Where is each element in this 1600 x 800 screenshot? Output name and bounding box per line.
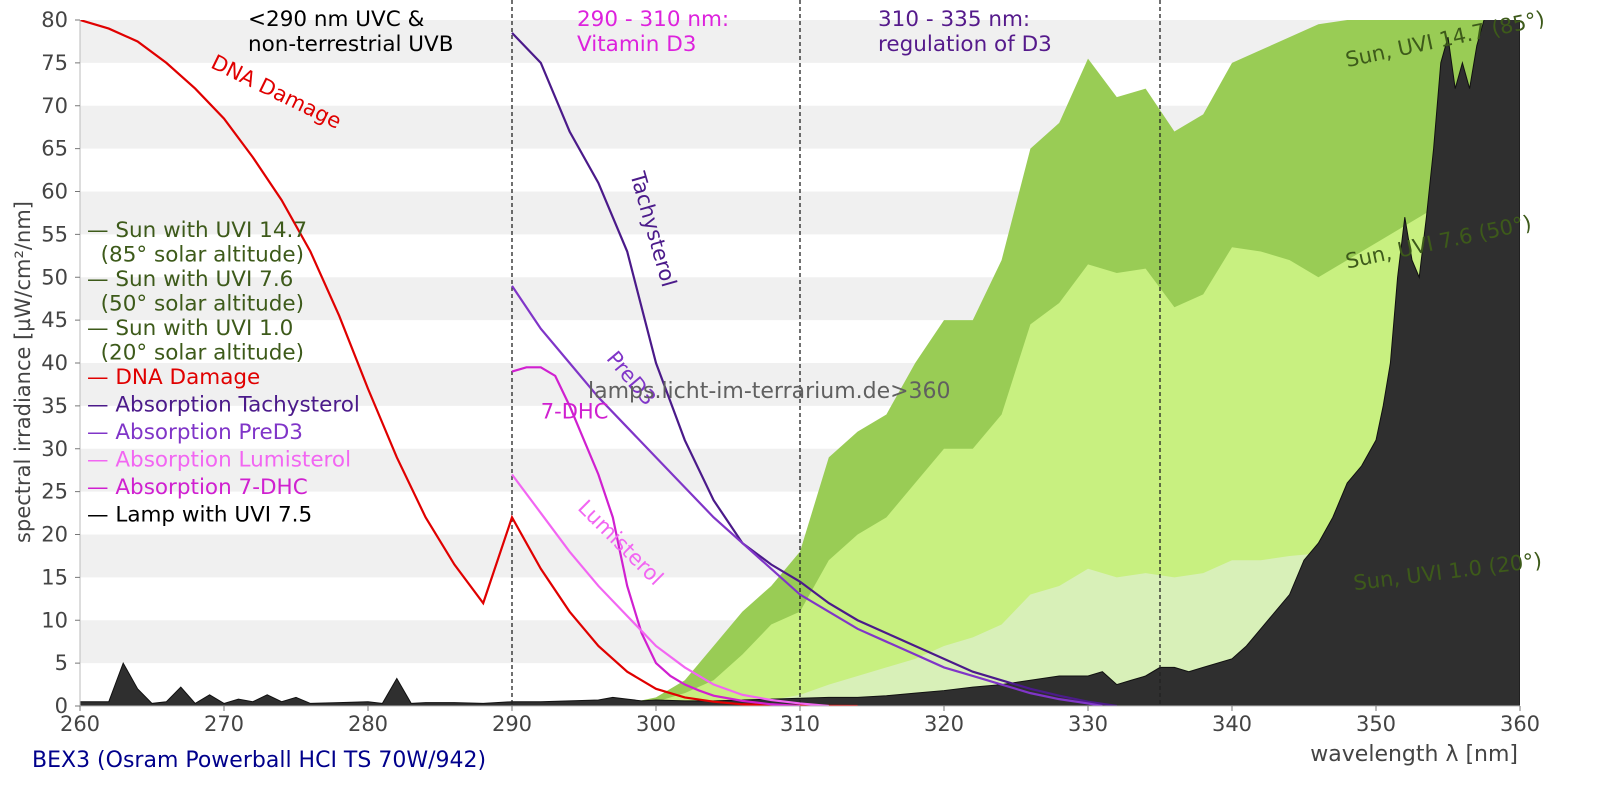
x-tick-label: 310 [780,712,820,736]
x-tick-label: 350 [1356,712,1396,736]
line-absorption-pred3 [511,285,1103,706]
y-tick-label: 60 [41,180,68,204]
y-tick-label: 5 [55,651,68,675]
y-tick-label: 10 [41,608,68,632]
x-tick-label: 320 [924,712,964,736]
y-tick-label: 30 [41,437,68,461]
y-tick-label: 55 [41,222,68,246]
legend-entry: (85° solar altitude) [87,243,304,268]
legend-entry: — Absorption PreD3 [87,420,303,445]
y-tick-label: 15 [41,565,68,589]
area-series [80,20,1520,706]
y-tick-label: 75 [41,51,68,75]
x-axis-label: wavelength λ [nm] [1310,742,1518,767]
y-tick-label: 45 [41,308,68,332]
legend-entry: — Absorption Tachysterol [87,393,360,418]
line-series [80,20,1117,706]
line-absorption-tachysterol [511,32,1117,706]
legend-entry: (50° solar altitude) [87,292,304,317]
annotation-7-dhc: 7-DHC [541,400,609,424]
region-label: <290 nm UVC & [248,7,425,32]
region-label: 290 - 310 nm: [577,7,729,32]
x-tick-label: 280 [348,712,388,736]
watermark: lamps.licht-im-terrarium.de>360 [588,379,951,404]
y-tick-label: 70 [41,94,68,118]
region-label: non-terrestrial UVB [248,32,454,57]
region-divider-lines [511,0,1161,706]
line-dna-damage [80,20,858,706]
x-tick-label: 260 [60,712,100,736]
region-label: Vitamin D3 [577,32,696,57]
x-tick-label: 270 [204,712,244,736]
x-tick-label: 300 [636,712,676,736]
region-labels: <290 nm UVC &non-terrestrial UVB 290 - 31… [248,7,1052,57]
legend: — Sun with UVI 14.7 (85° solar altitude)… [87,218,360,528]
x-tick-label: 340 [1212,712,1252,736]
x-tick-label: 330 [1068,712,1108,736]
y-axis-label: spectral irradiance [µW/cm²/nm] [11,201,35,543]
legend-entry: — Lamp with UVI 7.5 [87,503,312,528]
legend-entry: — Sun with UVI 14.7 [87,218,307,243]
y-tick-label: 50 [41,265,68,289]
region-label: 310 - 335 nm: [878,7,1030,32]
legend-entry: (20° solar altitude) [87,341,304,366]
x-tick-label: 290 [492,712,532,736]
line-absorption-7-dhc [511,366,801,706]
y-tick-label: 35 [41,394,68,418]
legend-entry: — Absorption 7-DHC [87,475,308,500]
axes: 0 5 10 15 20 25 30 35 40 45 50 55 60 65 70 75 80 260 270 28… [41,8,1540,736]
x-tick-label: 360 [1500,712,1540,736]
y-tick-label: 65 [41,137,68,161]
legend-entry: — Absorption Lumisterol [87,448,351,473]
y-tick-label: 20 [41,523,68,547]
y-tick-label: 40 [41,351,68,375]
legend-entry: — DNA Damage [87,365,260,390]
legend-entry: — Sun with UVI 7.6 [87,267,293,292]
y-tick-label: 80 [41,8,68,32]
lamp-caption: BEX3 (Osram Powerball HCI TS 70W/942) [32,748,486,773]
y-tick-label: 0 [55,694,68,718]
region-label: regulation of D3 [878,32,1052,57]
y-tick-label: 25 [41,480,68,504]
legend-entry: — Sun with UVI 1.0 [87,316,293,341]
line-absorption-lumisterol [511,473,829,706]
